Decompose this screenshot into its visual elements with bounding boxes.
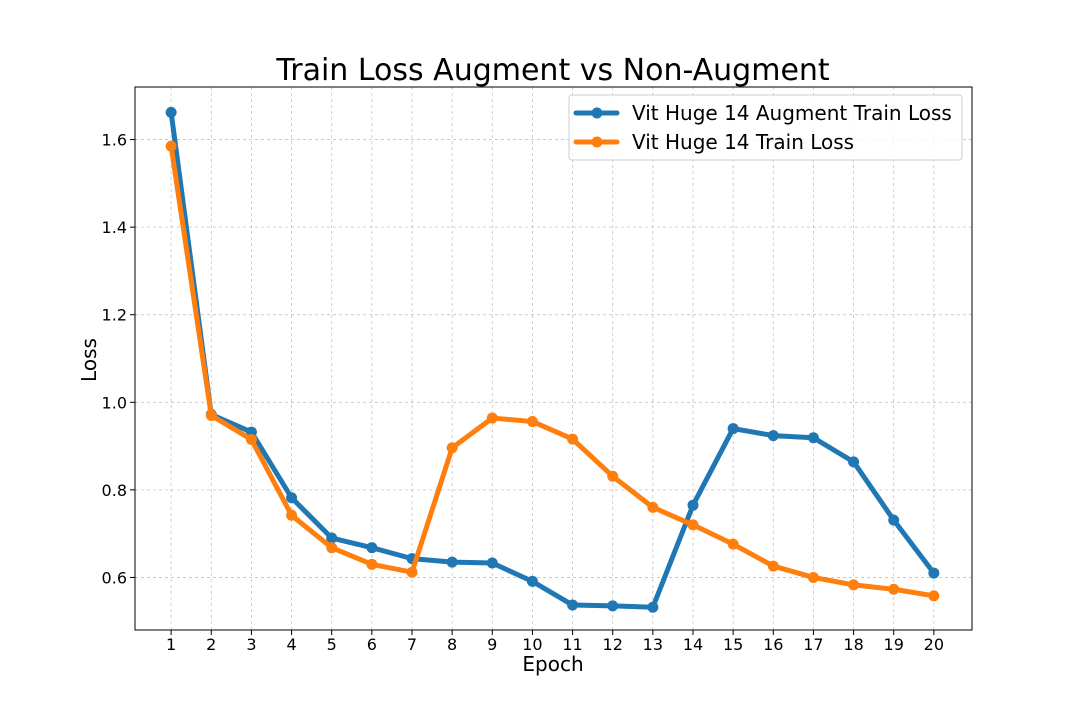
data-point xyxy=(567,599,579,611)
data-point xyxy=(727,538,739,550)
data-point xyxy=(446,442,458,454)
series-line xyxy=(168,109,937,610)
x-tick-label: 5 xyxy=(327,635,337,654)
chart-title: Train Loss Augment vs Non-Augment xyxy=(275,53,830,88)
data-point xyxy=(286,509,298,521)
data-point xyxy=(286,492,298,504)
data-point xyxy=(888,514,900,526)
legend-marker-swatch xyxy=(591,107,603,119)
data-point xyxy=(848,456,860,468)
y-axis-label: Loss xyxy=(77,338,101,382)
legend-label: Vit Huge 14 Train Loss xyxy=(632,130,854,154)
data-point xyxy=(647,501,659,513)
x-tick-label: 16 xyxy=(763,635,783,654)
x-tick-label: 19 xyxy=(884,635,904,654)
x-tick-label: 18 xyxy=(843,635,863,654)
data-point xyxy=(366,542,378,554)
x-tick-label: 9 xyxy=(487,635,497,654)
x-tick-label: 1 xyxy=(166,635,176,654)
data-point xyxy=(687,519,699,531)
legend-label: Vit Huge 14 Augment Train Loss xyxy=(632,101,952,125)
x-tick-label: 10 xyxy=(522,635,542,654)
data-point xyxy=(326,532,338,544)
x-tick-label: 14 xyxy=(683,635,703,654)
data-point xyxy=(526,416,538,428)
legend-entries: Vit Huge 14 Augment Train Loss Vit Huge 1… xyxy=(573,101,952,154)
y-tick-label: 0.6 xyxy=(102,568,127,587)
data-point xyxy=(526,575,538,587)
y-tick-label: 0.8 xyxy=(102,481,127,500)
legend-entry: Vit Huge 14 Train Loss xyxy=(573,130,854,154)
data-point xyxy=(486,557,498,569)
x-tick-label: 4 xyxy=(286,635,296,654)
data-point xyxy=(607,600,619,612)
data-point xyxy=(687,499,699,511)
y-tick-label: 1.4 xyxy=(102,218,127,237)
x-tick-label: 11 xyxy=(562,635,582,654)
data-point xyxy=(567,433,579,445)
x-tick-label: 2 xyxy=(206,635,216,654)
plot-area-frame xyxy=(134,86,973,631)
legend-box xyxy=(568,94,963,161)
data-point xyxy=(326,542,338,554)
data-point xyxy=(888,583,900,595)
x-tick-label: 8 xyxy=(447,635,457,654)
y-tick-label: 1.2 xyxy=(102,306,127,325)
data-point xyxy=(165,140,177,152)
x-tick-label: 6 xyxy=(367,635,377,654)
data-point xyxy=(807,432,819,444)
tick-layer: 1 2 3 4 5 6 7 8 9 10 11 12 13 14 15 16 17 18 19 200.60.81.0… xyxy=(102,131,944,654)
data-point xyxy=(727,423,739,435)
series-layer xyxy=(165,106,940,613)
legend-entry: Vit Huge 14 Augment Train Loss xyxy=(573,101,952,125)
x-tick-label: 20 xyxy=(924,635,944,654)
data-point xyxy=(245,434,257,446)
x-tick-label: 15 xyxy=(723,635,743,654)
data-point xyxy=(205,409,217,421)
data-point xyxy=(366,558,378,570)
x-tick-label: 17 xyxy=(803,635,823,654)
data-point xyxy=(928,590,940,602)
legend: Vit Huge 14 Augment Train Loss Vit Huge 1… xyxy=(568,94,963,161)
x-axis-label: Epoch xyxy=(522,652,583,676)
x-tick-label: 3 xyxy=(246,635,256,654)
series-2 xyxy=(165,140,940,602)
legend-marker-swatch xyxy=(591,136,603,148)
series-line xyxy=(168,143,937,599)
y-tick-label: 1.0 xyxy=(102,393,127,412)
data-point xyxy=(165,106,177,118)
data-point xyxy=(446,556,458,568)
data-point xyxy=(848,579,860,591)
y-tick-label: 1.6 xyxy=(102,131,127,150)
data-point xyxy=(928,567,940,579)
data-point xyxy=(647,601,659,613)
data-point xyxy=(406,566,418,578)
series-1 xyxy=(165,106,940,613)
x-tick-label: 7 xyxy=(407,635,417,654)
data-point xyxy=(607,470,619,482)
data-point xyxy=(486,412,498,424)
grid-layer xyxy=(135,87,972,630)
data-point xyxy=(767,430,779,442)
data-point xyxy=(767,560,779,572)
x-tick-label: 13 xyxy=(643,635,663,654)
data-point xyxy=(807,571,819,583)
x-tick-label: 12 xyxy=(603,635,623,654)
